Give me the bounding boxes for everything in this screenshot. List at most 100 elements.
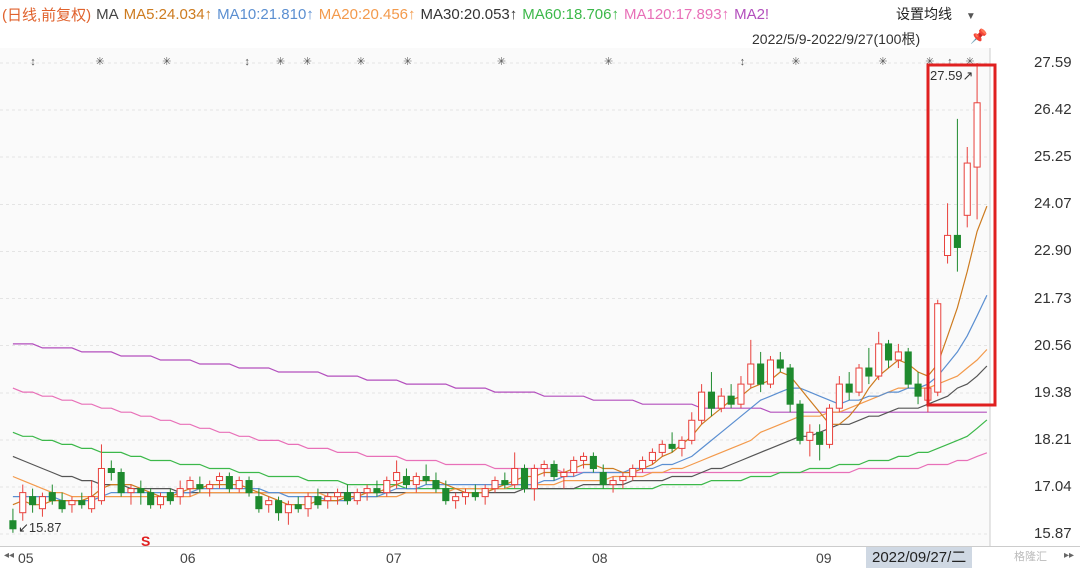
candle-up: [461, 492, 470, 498]
candle-up: [38, 496, 46, 510]
x-tick-label: 07: [386, 550, 402, 566]
candle-down: [550, 463, 558, 478]
candle-up: [481, 488, 489, 498]
candle-up: [747, 363, 755, 385]
candle-up: [324, 496, 332, 502]
x-axis: [0, 546, 1080, 569]
candle-up: [717, 395, 725, 409]
candle-down: [402, 476, 411, 486]
min-price-label: ↙15.87: [18, 520, 61, 535]
ma5-line: [12, 205, 988, 506]
candle-down: [147, 492, 155, 506]
candle-up: [973, 102, 981, 168]
candle-up: [334, 492, 342, 498]
candle-up: [304, 496, 312, 510]
x-tick-label: 06: [180, 550, 196, 566]
event-marker: ✳: [604, 56, 613, 68]
y-tick-label: 17.04: [1034, 477, 1072, 495]
cursor-date-badge: 2022/09/27/二: [866, 547, 973, 568]
candle-up: [215, 476, 224, 482]
event-marker: ✳: [403, 56, 412, 68]
chevron-down-icon[interactable]: ▼: [965, 11, 976, 22]
candle-up: [629, 467, 637, 478]
ma120-line: [12, 387, 988, 474]
y-tick-label: 26.42: [1034, 101, 1072, 119]
candle-down: [117, 472, 125, 494]
candle-down: [796, 403, 804, 441]
candle-down: [757, 363, 765, 385]
candle-up: [934, 303, 942, 393]
candle-down: [589, 455, 597, 469]
candle-up: [265, 500, 273, 506]
candle-down: [727, 395, 735, 405]
candle-up: [97, 467, 106, 502]
y-tick-label: 22.90: [1034, 242, 1072, 260]
ma30-line: [12, 365, 988, 494]
event-marker: ✳: [95, 56, 104, 68]
candle-down: [816, 431, 824, 445]
ma-settings-button[interactable]: 设置均线 ▼: [896, 4, 976, 24]
x-tick-label: 05: [18, 550, 34, 566]
event-marker: ✳: [276, 56, 285, 68]
candle-up: [678, 439, 686, 449]
candle-up: [658, 443, 666, 453]
candle-up: [806, 431, 814, 441]
candle-down: [432, 480, 440, 490]
candle-down: [58, 500, 66, 510]
ma20-line: [12, 349, 988, 498]
candle-down: [501, 480, 509, 486]
date-range-label: 2022/5/9-2022/9/27(100根): [752, 31, 921, 47]
candle-down: [225, 476, 233, 490]
candle-down: [373, 488, 381, 494]
dividend-marker: S: [141, 533, 150, 549]
event-marker: ✳: [878, 56, 887, 68]
legend-mode: (日线,前复权): [2, 6, 92, 24]
candle-up: [452, 496, 460, 502]
x-tick-label: 08: [592, 550, 608, 566]
event-marker: ✳: [791, 56, 800, 68]
y-tick-label: 18.21: [1034, 430, 1072, 448]
ma-legend: (日线,前复权) MA MA5:24.034↑ MA10:21.810↑ MA2…: [0, 0, 902, 28]
candle-up: [835, 383, 843, 409]
legend-ma120: MA120:17.893↑: [624, 5, 730, 23]
candle-down: [245, 480, 253, 494]
candle-up: [875, 343, 883, 377]
candle-down: [275, 500, 283, 514]
candle-down: [107, 467, 115, 474]
candle-down: [78, 500, 86, 506]
ma250-line: [12, 343, 987, 413]
y-tick-label: 21.73: [1034, 289, 1072, 307]
legend-ma5: MA5:24.034↑: [123, 5, 213, 23]
candle-up: [68, 500, 76, 506]
candle-up: [284, 504, 292, 514]
ma10-line: [12, 295, 988, 502]
candle-down: [294, 504, 302, 510]
candle-up: [156, 496, 165, 506]
candle-up: [579, 455, 588, 461]
candle-up: [530, 467, 538, 490]
candle-down: [137, 488, 145, 494]
event-marker: ✳: [356, 56, 365, 68]
pin-icon[interactable]: 📌: [970, 28, 988, 44]
candle-down: [255, 496, 263, 510]
scroll-right-icon[interactable]: ▸▸: [1064, 550, 1075, 561]
candle-down: [29, 496, 37, 506]
candle-up: [176, 488, 184, 498]
candle-up: [540, 463, 548, 469]
event-marker: ✳: [925, 56, 934, 68]
candle-up: [855, 367, 863, 393]
candle-down: [599, 472, 607, 486]
legend-ma: MA: [96, 5, 119, 23]
event-marker: ✳: [497, 56, 506, 68]
candle-down: [314, 496, 322, 506]
candle-down: [707, 391, 715, 409]
legend-ma30: MA30:20.053↑: [420, 5, 518, 23]
candle-up: [206, 484, 214, 490]
candle-down: [520, 467, 529, 490]
highlight-box: [926, 63, 997, 407]
candle-up: [688, 419, 696, 441]
candle-up: [186, 480, 194, 490]
scroll-left-icon[interactable]: ◂◂: [4, 550, 15, 561]
candle-up: [560, 472, 568, 478]
